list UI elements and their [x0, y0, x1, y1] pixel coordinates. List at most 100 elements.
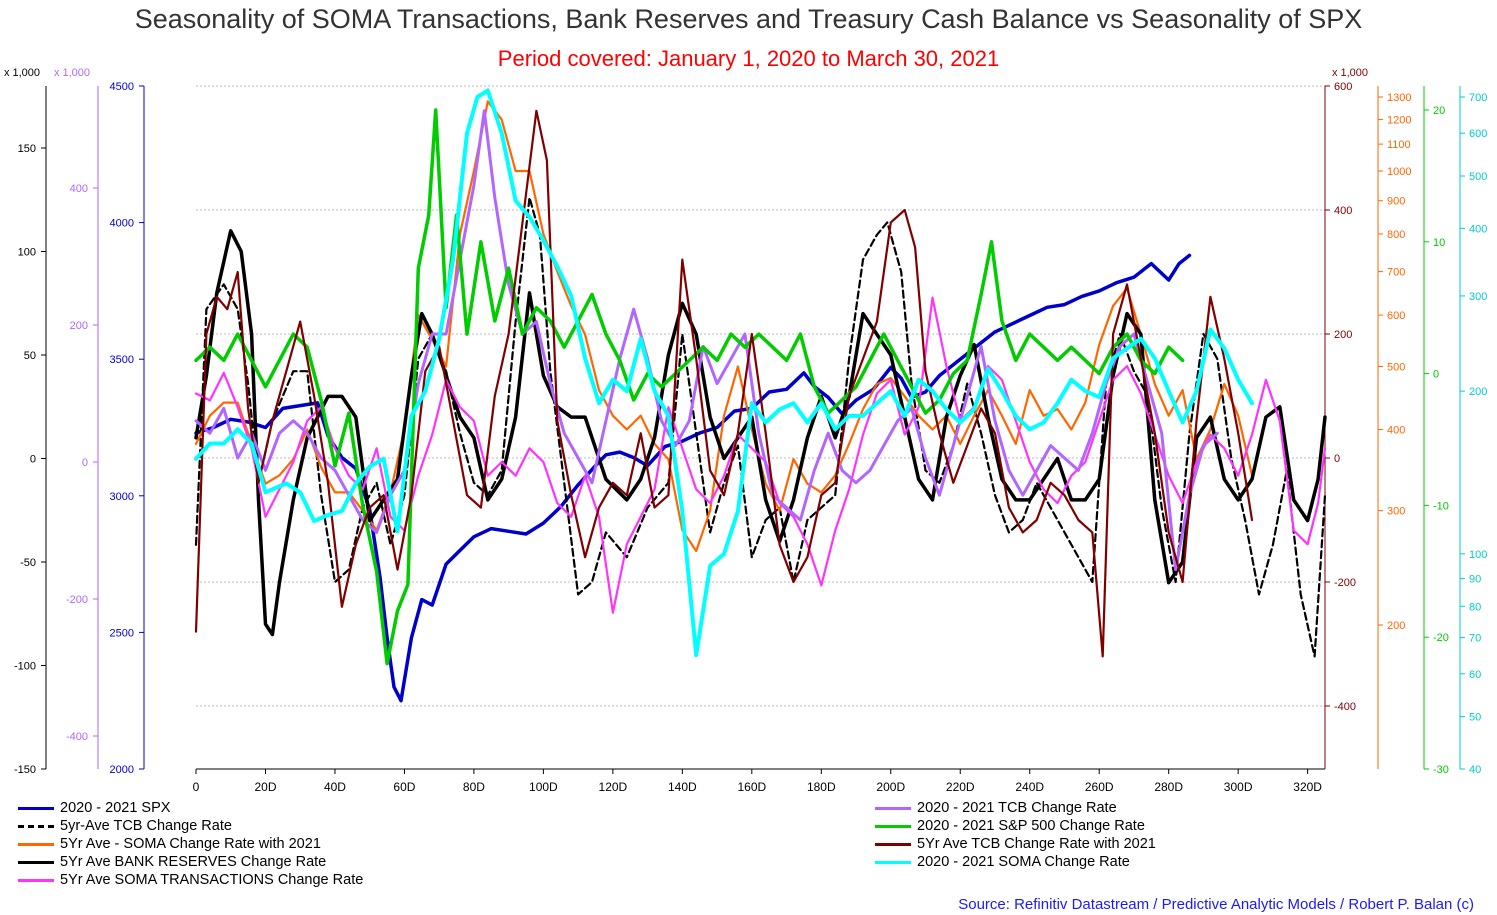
legend-swatch-sp500-2020 — [875, 824, 911, 828]
legend-item-tcb2020: 2020 - 2021 TCB Change Rate — [875, 799, 1156, 817]
y-tick-label-left1: 50 — [24, 350, 36, 362]
legend-label-soma2020: 2020 - 2021 SOMA Change Rate — [917, 854, 1130, 870]
y-unit-label-left2: x 1,000 — [54, 67, 90, 79]
legend-item-soma5yr: 5Yr Ave - SOMA Change Rate with 2021 — [18, 835, 363, 853]
y-unit-label-left1: x 1,000 — [4, 67, 40, 79]
y-tick-label-right4: 100 — [1469, 549, 1487, 561]
legend-label-somatx5yr: 5Yr Ave SOMA TRANSACTIONS Change Rate — [60, 872, 364, 888]
y-tick-label-right1: 0 — [1334, 453, 1340, 465]
legend-label-sp500-2020: 2020 - 2021 S&P 500 Change Rate — [917, 818, 1145, 834]
y-tick-label-right2: 700 — [1387, 267, 1405, 279]
y-tick-label-right4: 200 — [1469, 386, 1487, 398]
legend-right: 2020 - 2021 TCB Change Rate 2020 - 2021 … — [875, 799, 1156, 871]
y-tick-label-right1: 200 — [1334, 329, 1352, 341]
x-tick-label: 240D — [1015, 780, 1044, 794]
y-tick-label-right4: 50 — [1469, 712, 1481, 724]
legend-label-reserves5yr: 5Yr Ave BANK RESERVES Change Rate — [60, 854, 327, 870]
legend-swatch-soma5yr — [18, 842, 54, 846]
x-tick-label: 140D — [668, 780, 697, 794]
y-tick-label-right2: 1000 — [1387, 166, 1411, 178]
series-line-tcb5yr — [194, 196, 1327, 658]
legend-label-tcb5yr2021: 5Yr Ave TCB Change Rate with 2021 — [917, 836, 1156, 852]
legend-item-reserves5yr: 5Yr Ave BANK RESERVES Change Rate — [18, 853, 363, 871]
x-tick-label: 220D — [946, 780, 975, 794]
y-tick-label-right3: -30 — [1433, 764, 1449, 776]
series-line-soma2020 — [194, 88, 1254, 657]
y-tick-label-right2: 1100 — [1387, 139, 1411, 151]
y-tick-label-left1: -50 — [20, 557, 36, 569]
y-tick-label-right1: -400 — [1334, 701, 1356, 713]
y-tick-label-left3: 4500 — [110, 81, 134, 93]
y-tick-label-right4: 400 — [1469, 223, 1487, 235]
y-tick-label-left2: -400 — [66, 731, 88, 743]
y-tick-label-right4: 600 — [1469, 128, 1487, 140]
y-tick-label-left1: -100 — [14, 661, 36, 673]
legend-swatch-somatx5yr — [18, 878, 54, 882]
x-tick-label: 160D — [737, 780, 766, 794]
legend-item-somatx5yr: 5Yr Ave SOMA TRANSACTIONS Change Rate — [18, 871, 363, 889]
y-unit-label-right1: x 1,000 — [1332, 67, 1368, 79]
x-tick-label: 120D — [599, 780, 628, 794]
y-tick-label-left2: 400 — [70, 183, 88, 195]
y-tick-label-left3: 3000 — [110, 491, 134, 503]
chart-subtitle: Period covered: January 1, 2020 to March… — [497, 46, 1000, 71]
y-tick-label-right1: 400 — [1334, 205, 1352, 217]
legend-item-sp500-2020: 2020 - 2021 S&P 500 Change Rate — [875, 817, 1156, 835]
x-tick-label: 40D — [324, 780, 346, 794]
y-tick-label-right1: -200 — [1334, 577, 1356, 589]
y-tick-label-right4: 70 — [1469, 633, 1481, 645]
y-tick-label-right4: 500 — [1469, 171, 1487, 183]
y-tick-label-right3: 20 — [1433, 105, 1445, 117]
x-tick-label: 100D — [529, 780, 558, 794]
y-tick-label-right2: 1200 — [1387, 115, 1411, 127]
legend-swatch-soma2020 — [875, 860, 911, 864]
chart-title: Seasonality of SOMA Transactions, Bank R… — [134, 4, 1363, 34]
legend-label-spx: 2020 - 2021 SPX — [60, 800, 171, 816]
y-tick-label-right2: 900 — [1387, 196, 1405, 208]
y-tick-label-left2: -200 — [66, 594, 88, 606]
series-line-tcb5yr2021 — [194, 109, 1254, 658]
series-line-soma5yr — [194, 100, 1254, 553]
y-tick-label-right3: -10 — [1433, 500, 1449, 512]
y-tick-label-left3: 4000 — [110, 218, 134, 230]
legend-swatch-tcb2020 — [875, 806, 911, 810]
x-tick-label: 180D — [807, 780, 836, 794]
y-tick-label-right4: 80 — [1469, 601, 1481, 613]
y-tick-label-right2: 200 — [1387, 620, 1405, 632]
legend-item-tcb5yr2021: 5Yr Ave TCB Change Rate with 2021 — [875, 835, 1156, 853]
y-tick-label-right4: 60 — [1469, 669, 1481, 681]
y-tick-label-left1: 100 — [18, 247, 36, 259]
x-tick-label: 320D — [1293, 780, 1322, 794]
x-tick-label: 20D — [254, 780, 276, 794]
y-tick-label-right2: 300 — [1387, 506, 1405, 518]
y-tick-label-left3: 2000 — [110, 764, 134, 776]
y-tick-label-left3: 3500 — [110, 354, 134, 366]
x-tick-label: 200D — [876, 780, 905, 794]
y-tick-label-right1: 600 — [1334, 81, 1352, 93]
y-tick-label-left2: 200 — [70, 320, 88, 332]
legend-label-soma5yr: 5Yr Ave - SOMA Change Rate with 2021 — [60, 836, 321, 852]
source-note: Source: Refinitiv Datastream / Predictiv… — [958, 896, 1474, 913]
y-tick-label-right4: 300 — [1469, 291, 1487, 303]
y-tick-label-left1: -150 — [14, 764, 36, 776]
y-tick-label-right4: 700 — [1469, 92, 1487, 104]
x-tick-label: 280D — [1154, 780, 1183, 794]
y-tick-label-right2: 600 — [1387, 310, 1405, 322]
y-tick-label-right3: 0 — [1433, 369, 1439, 381]
x-tick-label: 60D — [393, 780, 415, 794]
y-tick-label-left1: 0 — [30, 454, 36, 466]
y-tick-label-right3: 10 — [1433, 237, 1445, 249]
legend-label-tcb5yr: 5yr-Ave TCB Change Rate — [60, 818, 232, 834]
y-tick-label-right4: 40 — [1469, 764, 1481, 776]
legend-item-spx: 2020 - 2021 SPX — [18, 799, 363, 817]
y-tick-label-left2: 0 — [82, 457, 88, 469]
y-tick-label-right2: 500 — [1387, 362, 1405, 374]
legend-label-tcb2020: 2020 - 2021 TCB Change Rate — [917, 800, 1117, 816]
y-tick-label-right3: -20 — [1433, 632, 1449, 644]
y-tick-label-right2: 800 — [1387, 229, 1405, 241]
legend-swatch-tcb5yr2021 — [875, 842, 911, 846]
x-tick-label: 300D — [1224, 780, 1253, 794]
y-tick-label-left1: 150 — [18, 143, 36, 155]
y-tick-label-right2: 1300 — [1387, 92, 1411, 104]
